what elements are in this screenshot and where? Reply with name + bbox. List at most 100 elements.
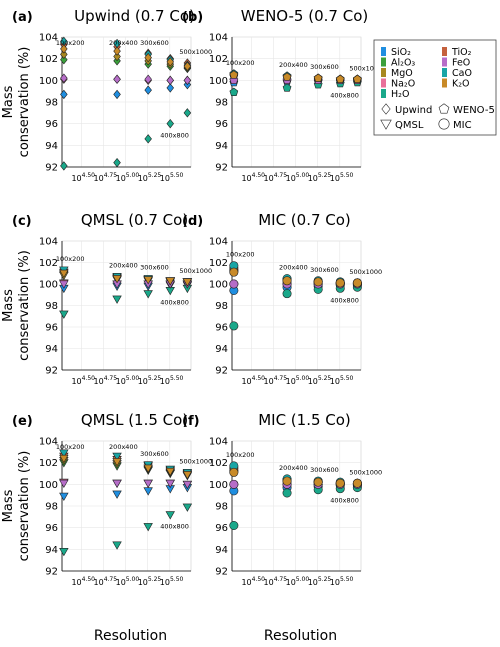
chart-panel-e: 92 94 96 98 100 102 104 104.50104.75105.00105.2… [12,411,212,587]
y-tick-label: 92 [215,366,228,377]
resolution-label: 200x400 [279,264,308,272]
y-tick-label: 104 [209,437,228,448]
x-tick-label: 104.50 [241,375,265,386]
panel-letter: (b) [182,10,203,25]
x-tick-label: 105.25 [138,172,162,183]
panel-letter: (f) [182,414,200,429]
circle-icon [438,118,450,130]
y-tick-label: 92 [215,567,228,578]
chart-panel-d: 92 94 96 98 100 102 104 104.50104.75105.00105.2… [182,211,382,386]
data-point [229,321,239,331]
data-point [60,49,68,60]
data-point [166,83,174,93]
y-tick-label: 96 [215,523,228,534]
resolution-label: 100x200 [226,451,255,459]
y-tick-label: 94 [215,545,228,556]
data-point [282,488,292,498]
legend-label: TiO₂ [451,47,472,58]
data-point [143,523,153,532]
data-point [166,75,174,86]
y-tick-label: 100 [209,76,228,87]
data-point [282,276,292,286]
y-tick-label: 100 [39,76,58,87]
data-point [59,548,69,557]
y-tick-label: 102 [209,54,228,65]
y-tick-label: 96 [215,119,228,130]
chart-panel-f: 92 94 96 98 100 102 104 104.50104.75105.00105.2… [182,411,382,587]
data-point [335,478,345,488]
y-tick-label: 98 [45,502,58,513]
panel-letter: (e) [12,414,33,429]
x-tick-label: 104.75 [264,172,288,183]
data-point [60,161,68,171]
resolution-label: 300x600 [140,450,169,458]
legend-swatch [442,78,447,88]
data-point [166,118,174,129]
y-tick-label: 104 [209,33,228,44]
legend-label: H₂O [391,89,409,100]
x-tick-label: 105.50 [330,576,354,587]
panel-letter: (a) [12,10,33,25]
data-point [352,478,362,488]
y-tick-label: 100 [39,280,58,291]
resolution-label: 100x200 [56,443,85,451]
legend-swatch [381,47,386,56]
data-point [143,290,153,299]
data-point [282,289,292,299]
x-tick-label: 105.00 [116,576,140,587]
data-point [144,85,152,95]
y-tick-label: 98 [215,98,228,109]
y-tick-label: 104 [39,33,58,44]
legend-swatch [381,78,386,88]
panel-letter: (c) [12,214,32,229]
resolution-label: 300x600 [310,466,339,474]
y-tick-label: 94 [45,344,58,355]
data-point [60,89,68,100]
y-tick-label: 92 [45,163,58,174]
chart-panel-a: 92 94 96 98 100 102 104 104.50104.75105.00105.2… [12,7,212,183]
figure-labels: Massconservation (%) Massconservation (%)… [1,47,337,644]
data-point [144,52,152,63]
legend-label: MgO [391,68,413,79]
y-tick-label: 92 [45,567,58,578]
x-tick-label: 104.50 [241,576,265,587]
panel-title: QMSL (0.7 Co) [81,211,188,229]
data-point [229,479,239,489]
data-point [112,490,122,499]
resolution-label: 200x400 [109,443,138,451]
resolution-label: 200x400 [279,464,308,472]
y-tick-label: 92 [215,163,228,174]
x-tick-label: 105.25 [138,576,162,587]
diamond-icon [381,103,391,115]
resolution-label: 300x600 [140,39,169,47]
y-tick-label: 94 [215,141,228,152]
legend-label: Al₂O₃ [391,58,415,69]
data-point [113,74,121,84]
panel-letter: (d) [182,214,203,229]
data-point [282,72,292,81]
legend-box [373,39,497,136]
data-point [282,83,292,92]
x-tick-label: 105.25 [308,375,332,386]
x-tick-label: 105.50 [160,375,184,386]
x-tick-label: 105.00 [116,172,140,183]
data-point [182,471,193,480]
legend-label: K₂O [452,79,470,90]
resolution-label: 300x600 [310,266,339,274]
data-point [182,503,193,512]
resolution-label: 200x400 [279,61,308,69]
data-point [144,134,152,144]
data-point [112,458,122,467]
resolution-label: 300x600 [310,63,339,71]
panel-title: Upwind (0.7 Co) [74,7,195,25]
x-tick-label: 105.00 [286,172,310,183]
y-tick-label: 104 [39,237,58,248]
y-tick-label: 102 [209,258,228,269]
x-tick-label: 104.50 [71,576,95,587]
y-tick-label: 98 [215,502,228,513]
resolution-label: 500x1000 [349,268,382,276]
x-tick-label: 105.00 [286,576,310,587]
y-tick-label: 100 [39,480,58,491]
y-tick-label: 104 [39,437,58,448]
